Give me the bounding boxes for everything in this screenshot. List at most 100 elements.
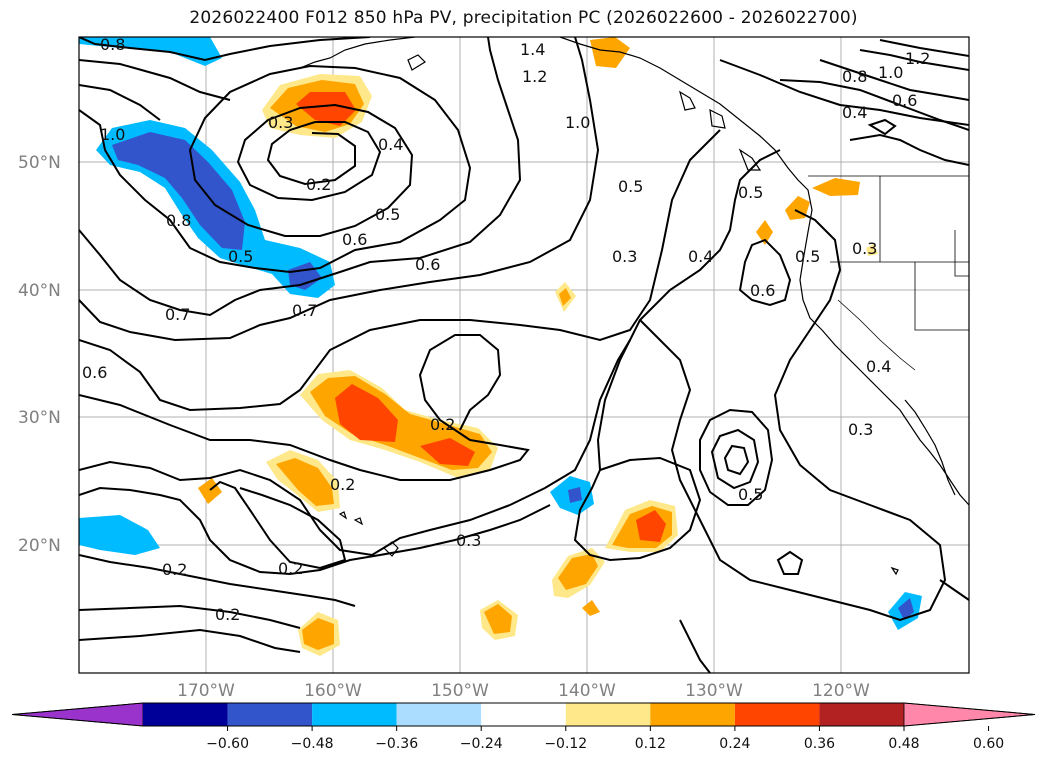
contour-labels: 0.8 1.4 1.2 1.0 1.2 1.0 0.8 0.6 0.4 0.3 … <box>82 35 930 624</box>
colorbar-segment <box>565 703 651 726</box>
colorbar: −0.60 −0.48 −0.36 −0.24 −0.12 0.12 0.24 0.36 0.4… <box>11 702 1036 752</box>
positive-pc-area <box>582 600 600 616</box>
contour-label: 0.2 <box>215 605 240 624</box>
contour-label: 0.6 <box>82 363 107 382</box>
colorbar-tick-label: 0.24 <box>719 736 750 752</box>
contour-label: 1.0 <box>878 63 903 82</box>
contour-label: 0.3 <box>852 239 877 258</box>
colorbar-segment <box>396 703 482 726</box>
negative-pc-area <box>898 598 914 620</box>
contour-label: 0.2 <box>430 415 455 434</box>
colorbar-segment <box>227 703 313 726</box>
contour-label: 1.2 <box>905 49 930 68</box>
lon-label: 170°W <box>177 681 235 701</box>
negative-pc-area <box>568 487 582 503</box>
colorbar-tick-label: −0.24 <box>460 736 503 752</box>
lat-label: 40°N <box>18 281 61 301</box>
pv-contours <box>79 37 969 673</box>
positive-pc-area <box>866 244 878 256</box>
contour-label: 0.2 <box>306 175 331 194</box>
positive-pc-area <box>590 37 630 68</box>
colorbar-extend-low <box>11 702 144 727</box>
contour-label: 1.2 <box>522 67 547 86</box>
contour-label: 0.7 <box>292 301 317 320</box>
negative-pc-area <box>79 515 160 555</box>
map-title: 2026022400 F012 850 hPa PV, precipitatio… <box>189 8 858 28</box>
contour-label: 1.0 <box>100 125 125 144</box>
contour-label: 0.6 <box>342 230 367 249</box>
lon-label: 160°W <box>304 681 362 701</box>
contour-label: 0.2 <box>278 559 303 578</box>
positive-pc-area <box>335 384 398 442</box>
contour-label: 0.3 <box>612 247 637 266</box>
map-background <box>79 37 969 673</box>
positive-pc-area <box>812 178 860 196</box>
negative-pc-area <box>79 37 222 66</box>
positive-pc-area <box>420 438 475 466</box>
contour-label: 0.6 <box>892 91 917 110</box>
map-content: 0.8 1.4 1.2 1.0 1.2 1.0 0.8 0.6 0.4 0.3 … <box>79 35 969 673</box>
colorbar-tick-label: 0.60 <box>973 736 1004 752</box>
positive-pc-area <box>636 510 666 542</box>
positive-pc-area <box>756 220 773 245</box>
contour-label: 0.6 <box>750 281 775 300</box>
contour-label: 1.0 <box>565 113 590 132</box>
contour-label: 0.5 <box>738 485 763 504</box>
colorbar-segment <box>312 703 397 726</box>
lon-label: 130°W <box>685 681 743 701</box>
lat-label: 50°N <box>18 153 61 173</box>
colorbar-extend-high <box>903 702 1036 727</box>
contour-label: 0.6 <box>415 255 440 274</box>
colorbar-tick-label: −0.48 <box>291 736 334 752</box>
gridlines <box>79 37 969 673</box>
colorbar-tick-label: 0.12 <box>635 736 666 752</box>
positive-pc-area <box>302 618 334 650</box>
colorbar-frame <box>11 702 1036 727</box>
colorbar-tick-label: −0.36 <box>375 736 418 752</box>
contour-label: 0.5 <box>618 177 643 196</box>
lon-label: 150°W <box>431 681 489 701</box>
colorbar-segment <box>819 703 904 726</box>
contour-label: 0.3 <box>848 420 873 439</box>
colorbar-segment <box>734 703 820 726</box>
colorbar-tick-label: −0.12 <box>544 736 587 752</box>
negative-pc-area <box>112 132 245 250</box>
contour-label: 0.3 <box>268 113 293 132</box>
contour-label: 0.5 <box>738 183 763 202</box>
positive-pc-area <box>559 288 571 306</box>
latitude-labels: 50°N 40°N 30°N 20°N <box>18 153 61 556</box>
contour-label: 0.7 <box>165 305 190 324</box>
lat-label: 20°N <box>18 536 61 556</box>
contour-label: 0.5 <box>795 247 820 266</box>
lat-label: 30°N <box>18 408 61 428</box>
contour-label: 0.5 <box>228 247 253 266</box>
contour-label: 0.5 <box>375 205 400 224</box>
positive-pc-area <box>558 554 598 590</box>
colorbar-tick-label: −0.60 <box>206 736 249 752</box>
contour-label: 0.2 <box>330 475 355 494</box>
colorbar-tick-label: 0.48 <box>888 736 919 752</box>
colorbar-segment <box>481 703 566 726</box>
map-frame <box>78 36 970 674</box>
positive-pc-area <box>276 458 334 506</box>
contour-label: 0.8 <box>100 35 125 54</box>
longitude-labels: 170°W 160°W 150°W 140°W 130°W 120°W <box>177 681 870 701</box>
contour-label: 0.4 <box>866 357 891 376</box>
lon-label: 120°W <box>812 681 870 701</box>
contour-label: 0.8 <box>842 67 867 86</box>
lon-label: 140°W <box>558 681 616 701</box>
contour-label: 1.4 <box>520 40 545 59</box>
positive-pc-area <box>484 604 512 634</box>
colorbar-segment <box>650 703 735 726</box>
contour-label: 0.4 <box>842 103 867 122</box>
contour-label: 0.2 <box>162 560 187 579</box>
contour-label: 0.3 <box>456 531 481 550</box>
contour-label: 0.8 <box>166 211 191 230</box>
precip-shading <box>79 37 922 656</box>
colorbar-tick-label: 0.36 <box>804 736 835 752</box>
contour-label: 0.4 <box>378 135 403 154</box>
positive-pc-area <box>296 92 356 126</box>
contour-label: 0.4 <box>688 247 713 266</box>
coastlines <box>299 37 969 576</box>
